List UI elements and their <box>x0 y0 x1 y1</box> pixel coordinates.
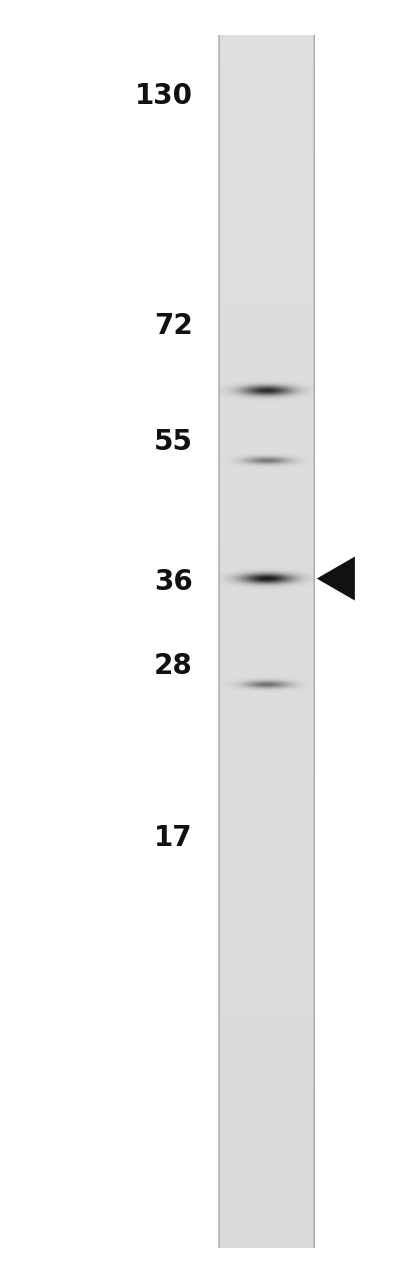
Polygon shape <box>316 557 354 600</box>
Text: 17: 17 <box>154 824 192 852</box>
Text: 72: 72 <box>153 312 192 340</box>
Text: 130: 130 <box>135 82 192 110</box>
Text: 28: 28 <box>153 652 192 680</box>
Text: 36: 36 <box>153 568 192 596</box>
Text: 55: 55 <box>153 428 192 456</box>
